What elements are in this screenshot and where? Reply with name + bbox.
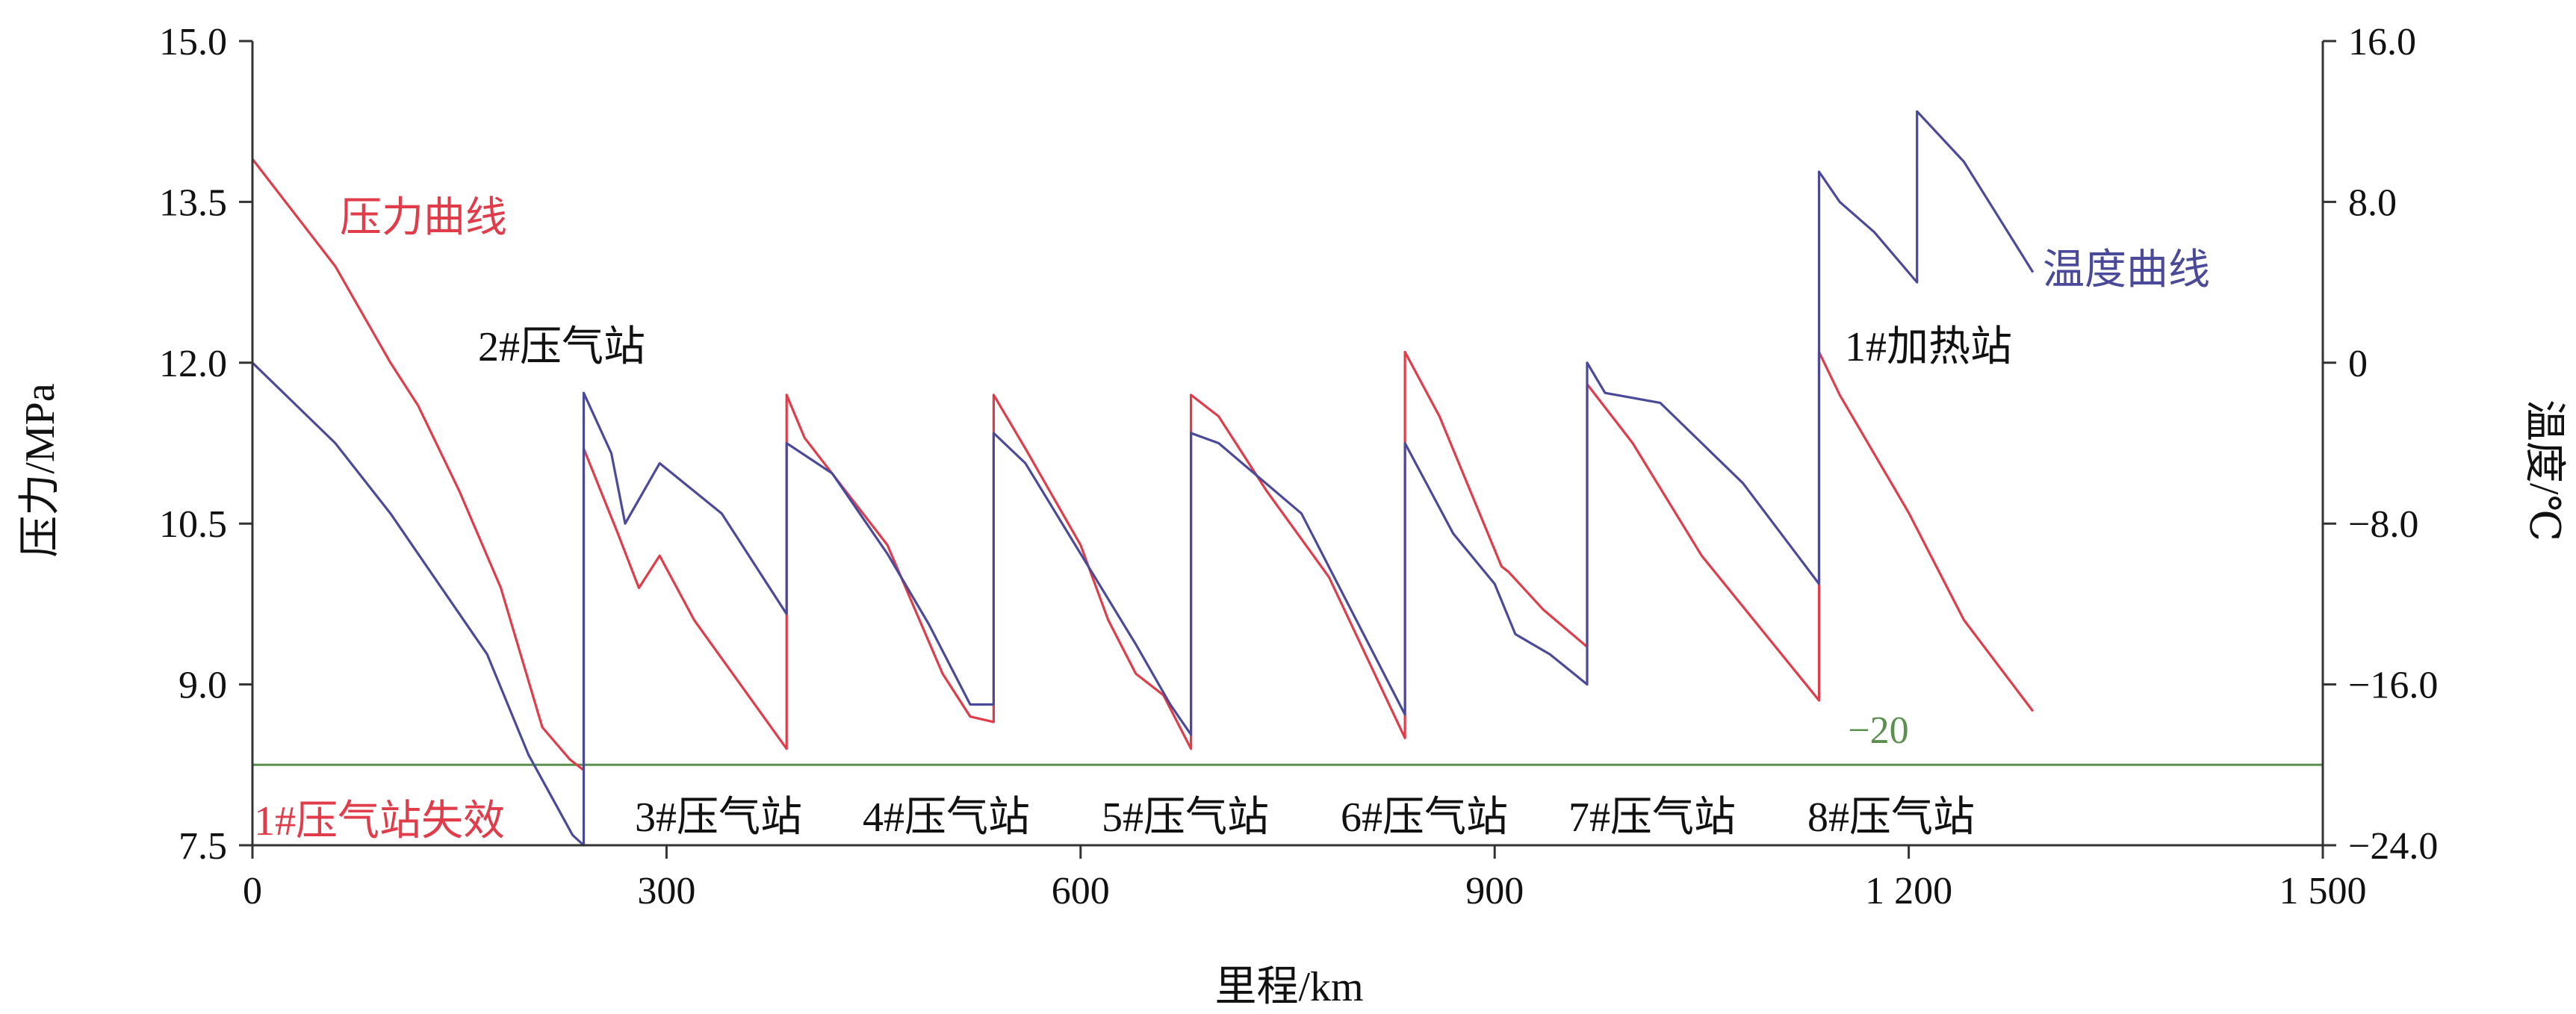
y-left-tick-label: 10.5 — [159, 503, 227, 546]
axes — [239, 40, 2336, 859]
annotation-station-4: 4#压气站 — [863, 794, 1030, 841]
x-tick-label: 600 — [1052, 870, 1110, 912]
annotation-station-5: 5#压气站 — [1102, 794, 1269, 841]
y-right-tick-label: 8.0 — [2348, 181, 2397, 224]
annotation-station-6: 6#压气站 — [1341, 794, 1508, 841]
x-tick-label: 0 — [243, 870, 262, 912]
y-axis-left-title: 压力/MPa — [17, 383, 63, 557]
x-axis-title: 里程/km — [1214, 964, 1363, 1010]
annotation-temperature-curve: 温度曲线 — [2043, 247, 2210, 293]
threshold-label: −20 — [1848, 709, 1908, 752]
y-right-tick-label: −24.0 — [2348, 825, 2438, 868]
y-axis-right-title: 温度/℃ — [2521, 399, 2567, 541]
y-left-tick-label: 13.5 — [159, 181, 227, 224]
y-right-tick-label: 0 — [2348, 343, 2368, 385]
y-right-tick-label: −8.0 — [2348, 503, 2418, 546]
x-tick-label: 300 — [637, 870, 695, 912]
y-left-tick-label: 7.5 — [179, 825, 227, 868]
plot-lines — [251, 110, 2323, 847]
annotation-station-8: 8#压气站 — [1807, 794, 1975, 841]
annotation-station-2: 2#压气站 — [478, 324, 645, 370]
y-left-tick-label: 12.0 — [159, 343, 227, 385]
y-left-tick-label: 9.0 — [179, 665, 227, 707]
tick-labels: 0 300 600 900 1 200 1 500 7.5 9.0 10.5 12.0 13.5 15… — [159, 21, 2438, 912]
annotation-station-3: 3#压气站 — [635, 794, 802, 841]
annotation-heating-1: 1#加热站 — [1845, 324, 2012, 370]
y-right-tick-label: −16.0 — [2348, 665, 2438, 707]
series-line-pressure — [251, 158, 2035, 772]
annotation-station-1-fail: 1#压气站失效 — [254, 798, 505, 845]
x-tick-label: 900 — [1465, 870, 1524, 912]
y-right-tick-label: 16.0 — [2348, 21, 2416, 63]
y-left-tick-label: 15.0 — [159, 21, 227, 63]
annotation-pressure-curve: 压力曲线 — [340, 195, 507, 241]
annotation-station-7: 7#压气站 — [1568, 794, 1736, 841]
x-tick-label: 1 500 — [2279, 870, 2367, 912]
series-line-temperature — [251, 110, 2035, 847]
x-tick-label: 1 200 — [1865, 870, 1952, 912]
